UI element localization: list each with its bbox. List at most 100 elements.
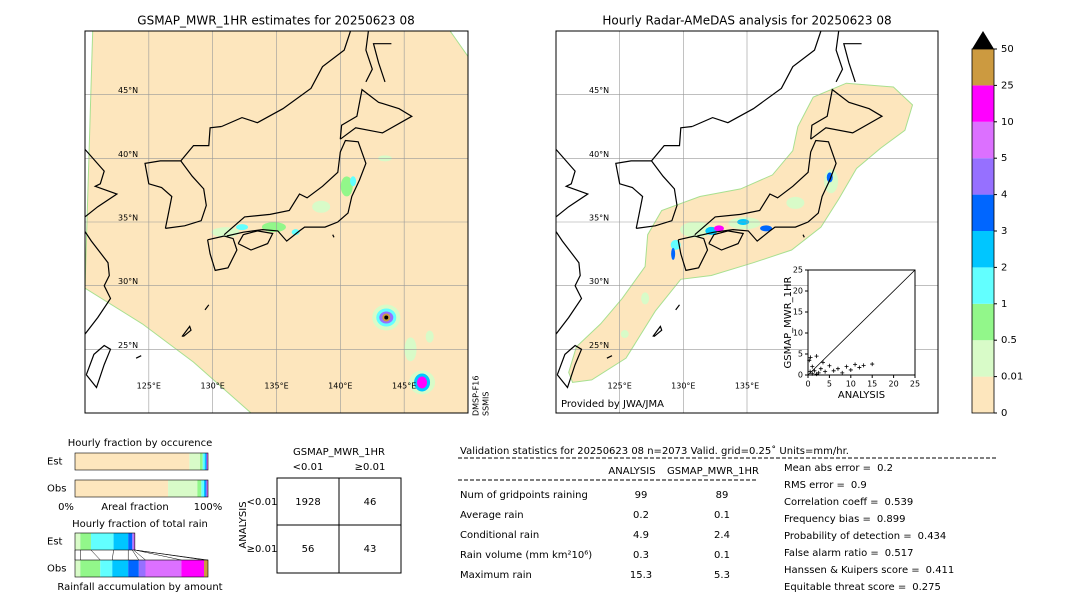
lat-label: 35°N (118, 214, 138, 223)
connector (90, 549, 101, 561)
point (840, 370, 845, 375)
coastline (365, 31, 373, 83)
coastline (556, 344, 583, 389)
lat-label: 40°N (589, 150, 609, 159)
stat-value: 0.1 (714, 510, 730, 521)
score-label: Correlation coeff = (784, 497, 879, 508)
rain-cell (211, 227, 240, 238)
colorbar-band (972, 267, 994, 304)
stat-value: 2.4 (714, 530, 730, 541)
score-value: 0.517 (885, 548, 914, 559)
score-label: Hanssen & Kuipers score = (784, 565, 920, 576)
fraction-segment (113, 533, 129, 550)
score: False alarm ratio = 0.517 (784, 548, 913, 559)
fraction-segment (128, 560, 139, 577)
point (808, 355, 813, 360)
lat-label: 25°N (589, 341, 609, 350)
rain-cell (680, 221, 713, 238)
fraction-segment (202, 453, 205, 470)
right-map-title: Hourly Radar-AMeDAS analysis for 2025062… (602, 14, 891, 28)
column-header: ANALYSIS (608, 466, 655, 477)
table-cell: 46 (364, 497, 377, 508)
fraction-segment (206, 480, 207, 497)
right-map: 45°N 40°N 35°N 30°N 25°N 125°E 130°E 135°E (556, 31, 938, 413)
fraction-segment (75, 560, 81, 577)
colorbar-label: 3 (1001, 226, 1007, 237)
bar-frame (74, 559, 209, 578)
x-tick-label: 15 (867, 380, 877, 389)
lat-label: 45°N (118, 86, 138, 95)
coastline (835, 31, 844, 83)
colorbar-band (972, 376, 994, 413)
x-tick-label: 20 (889, 380, 899, 389)
fraction-segment (75, 453, 190, 470)
score-value: 0.434 (918, 531, 947, 542)
y-tick-label: 10 (793, 329, 803, 338)
point (831, 368, 836, 373)
lon-label: 125°E (608, 382, 632, 391)
coastline (802, 234, 805, 238)
satellite-label: SSMIS (482, 392, 491, 417)
coastline (144, 125, 222, 229)
left-map-frame (84, 30, 469, 414)
fraction-segment (90, 533, 114, 550)
bar-frame (74, 452, 209, 471)
score-label: False alarm ratio = (784, 548, 879, 559)
row-header: <0.01 (247, 497, 278, 508)
coastline (677, 235, 709, 272)
row-label: Est (47, 457, 63, 468)
colorbar-label: 0.01 (1001, 372, 1023, 383)
coastline (606, 355, 613, 359)
rain-cell (671, 247, 676, 260)
fraction-segment (201, 480, 205, 497)
stat-value: 5.3 (714, 570, 730, 581)
x-label: Areal fraction (101, 502, 168, 513)
x-tick-label: 5 (827, 380, 832, 389)
coastline (221, 31, 352, 128)
fraction-segment (204, 453, 207, 470)
rain-cell (713, 225, 724, 232)
coastline (85, 344, 112, 389)
fraction-segment (204, 560, 208, 577)
coastline (810, 88, 884, 140)
stat-value: 89 (716, 490, 729, 501)
point (853, 362, 858, 367)
rain-cell (425, 330, 434, 343)
right-map-frame (555, 30, 939, 414)
coastline (332, 234, 335, 238)
coastline (372, 43, 392, 83)
rain-cell (384, 315, 389, 320)
coastline (675, 304, 680, 311)
table-title: GSMAP_MWR_1HR (293, 447, 385, 458)
colorbar-band (972, 303, 994, 341)
connector (134, 549, 182, 561)
y-tick-label: 5 (798, 350, 803, 359)
fraction-segment (75, 533, 81, 550)
coastline (237, 230, 274, 251)
fraction-segment (197, 480, 202, 497)
score-label: Equitable threat score = (784, 582, 906, 593)
colorbar-extend (972, 31, 994, 49)
colorbar-band (972, 340, 994, 377)
lon-label: 135°E (264, 382, 288, 391)
fraction-segment (204, 480, 206, 497)
fraction-segment (168, 480, 198, 497)
point (816, 370, 821, 375)
score-label: Mean abs error = (784, 463, 871, 474)
stat-value: 15.3 (630, 570, 652, 581)
connector (133, 549, 146, 561)
stats-header: Validation statistics for 20250623 08 n=… (460, 445, 849, 457)
row-title: ANALYSIS (238, 501, 249, 548)
fraction-segment (132, 533, 134, 550)
x-tick-label: 10 (846, 380, 856, 389)
left-map: 45°N 40°N 35°N 30°N 25°N 125°E 130°E 135°E 140°E… (85, 31, 468, 413)
rain-cell (786, 196, 805, 209)
colorbar-band (972, 49, 994, 86)
fraction-segment (112, 560, 129, 577)
point (844, 364, 849, 369)
stat-value: 0.2 (633, 510, 649, 521)
rain-cell (312, 200, 331, 213)
lat-label: 45°N (589, 86, 609, 95)
stat-value: 0.1 (714, 550, 730, 561)
